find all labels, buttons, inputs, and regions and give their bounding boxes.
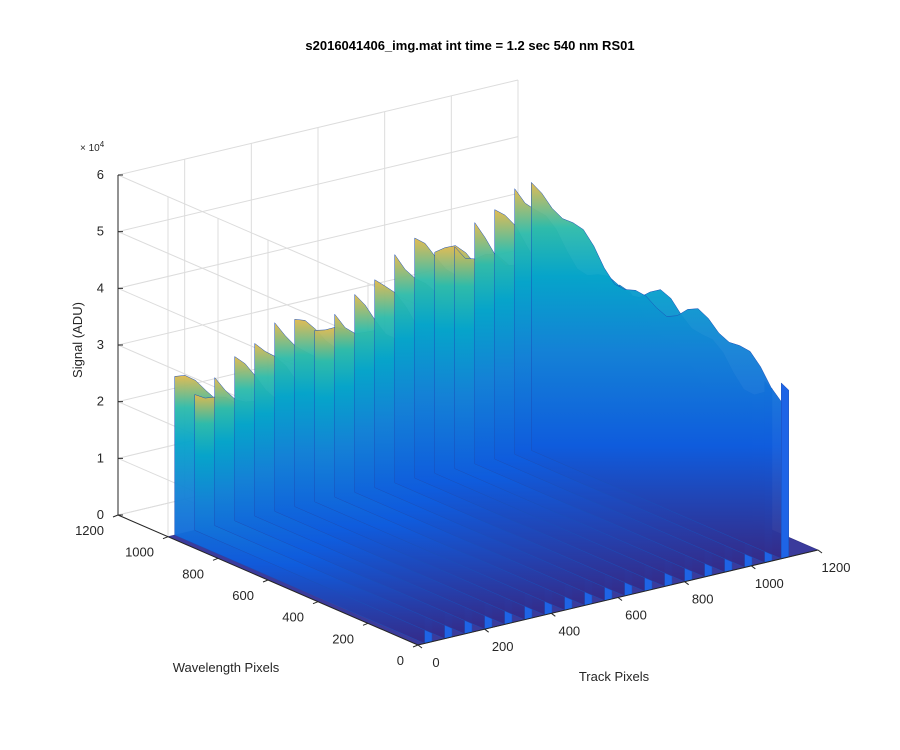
- x-tick-mark: [817, 549, 823, 554]
- grid-line-side-z: [117, 79, 519, 176]
- x-tick-mark: [751, 565, 756, 570]
- z-tick-label: 3: [97, 337, 104, 352]
- y-tick-mark: [312, 601, 319, 605]
- x-axis-label: Track Pixels: [579, 669, 650, 684]
- x-tick-label: 0: [432, 655, 439, 670]
- y-axis-label: Wavelength Pixels: [173, 660, 280, 675]
- y-tick-label: 1000: [125, 545, 154, 560]
- x-tick-mark: [417, 644, 423, 649]
- z-tick-label: 0: [97, 507, 104, 522]
- z-exponent-label: × 104: [80, 140, 105, 154]
- x-tick-label: 200: [492, 639, 514, 654]
- z-tick-label: 1: [97, 450, 104, 465]
- z-tick-label: 2: [97, 394, 104, 409]
- x-tick-label: 1000: [755, 576, 784, 591]
- chart-title: s2016041406_img.mat int time = 1.2 sec 5…: [305, 38, 634, 53]
- x-tick-label: 600: [625, 608, 647, 623]
- y-tick-label: 600: [232, 588, 254, 603]
- z-exponent-power: 4: [100, 140, 105, 149]
- x-tick-mark: [617, 597, 623, 601]
- y-tick-label: 1200: [75, 523, 104, 538]
- y-tick-label: 0: [397, 653, 404, 668]
- x-tick-label: 800: [692, 592, 714, 607]
- z-exponent-base: × 10: [80, 143, 100, 154]
- x-tick-label: 1200: [822, 560, 851, 575]
- y-tick-label: 200: [332, 631, 354, 646]
- grid-line-side-z: [117, 192, 519, 289]
- y-tick-label: 400: [282, 610, 304, 625]
- x-tick-mark: [484, 628, 489, 633]
- x-tick-mark: [684, 581, 689, 586]
- fiber-ridge: [531, 181, 782, 560]
- x-tick-mark: [551, 612, 556, 617]
- y-tick-mark: [362, 622, 369, 626]
- grid-line-side-z: [117, 136, 519, 233]
- grid-line-back-z: [117, 174, 419, 306]
- y-tick-mark: [212, 557, 219, 561]
- fiber-face: [781, 382, 789, 560]
- z-tick-label: 5: [97, 224, 104, 239]
- z-axis-label: Signal (ADU): [70, 302, 85, 378]
- y-tick-mark: [412, 644, 419, 648]
- fiber-layer: [174, 181, 789, 644]
- x-tick-label: 400: [558, 623, 580, 638]
- y-tick-mark: [262, 579, 269, 583]
- y-tick-mark: [112, 514, 119, 518]
- y-tick-mark: [162, 536, 169, 540]
- z-tick-label: 6: [97, 167, 104, 182]
- z-tick-label: 4: [97, 280, 104, 295]
- tick-label-layer: 0200400600800100012000200400600800100012…: [75, 167, 850, 670]
- y-tick-label: 800: [182, 566, 204, 581]
